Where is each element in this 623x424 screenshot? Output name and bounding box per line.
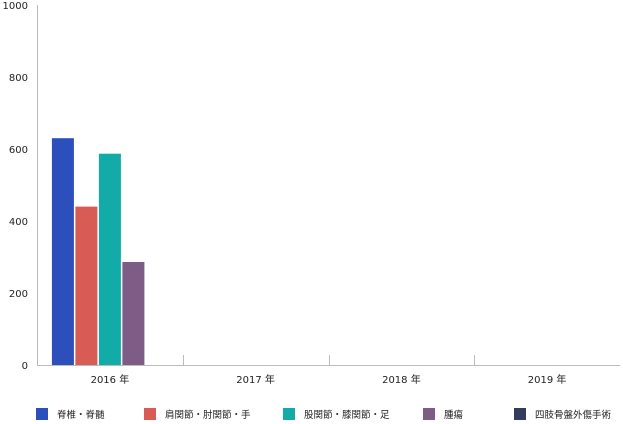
x-category-label: 2017 年 [236, 373, 275, 386]
x-category-label: 2018 年 [382, 373, 421, 386]
y-tick-label: 600 [9, 145, 28, 156]
x-category-label: 2019 年 [528, 373, 567, 386]
bar-4-2016 年 [122, 262, 145, 365]
legend-label: 四肢骨盤外傷手術 [535, 409, 612, 421]
bar-3-2016 年 [98, 153, 121, 365]
legend-swatch [514, 408, 526, 420]
bar-1-2016 年 [51, 138, 74, 365]
legend-swatch [423, 408, 435, 420]
y-tick-label: 0 [22, 361, 28, 372]
x-axis-labels: 2016 年 2017 年 2018 年 2019 年 [91, 373, 567, 386]
y-tick-label: 1000 [3, 1, 28, 12]
legend-label: 腫瘍 [444, 409, 464, 421]
bars-group [51, 138, 475, 365]
legend-swatch [283, 408, 295, 420]
legend-label: 股関節・膝関節・足 [304, 409, 390, 421]
y-tick-label: 400 [9, 217, 28, 228]
legend-swatch [36, 408, 48, 420]
y-axis-ticks: 0 200 400 600 800 1000 [3, 1, 28, 372]
legend-label: 脊椎・脊髄 [57, 409, 105, 421]
legend-label: 肩関節・肘関節・手 [165, 409, 251, 421]
bar-2-2016 年 [75, 206, 98, 365]
y-tick-label: 200 [9, 289, 28, 300]
y-tick-label: 800 [9, 73, 28, 84]
x-category-label: 2016 年 [91, 373, 130, 386]
legend: 脊椎・脊髄 肩関節・肘関節・手 股関節・膝関節・足 腫瘍 四肢骨盤外傷手術 [36, 408, 612, 421]
legend-swatch [144, 408, 156, 420]
